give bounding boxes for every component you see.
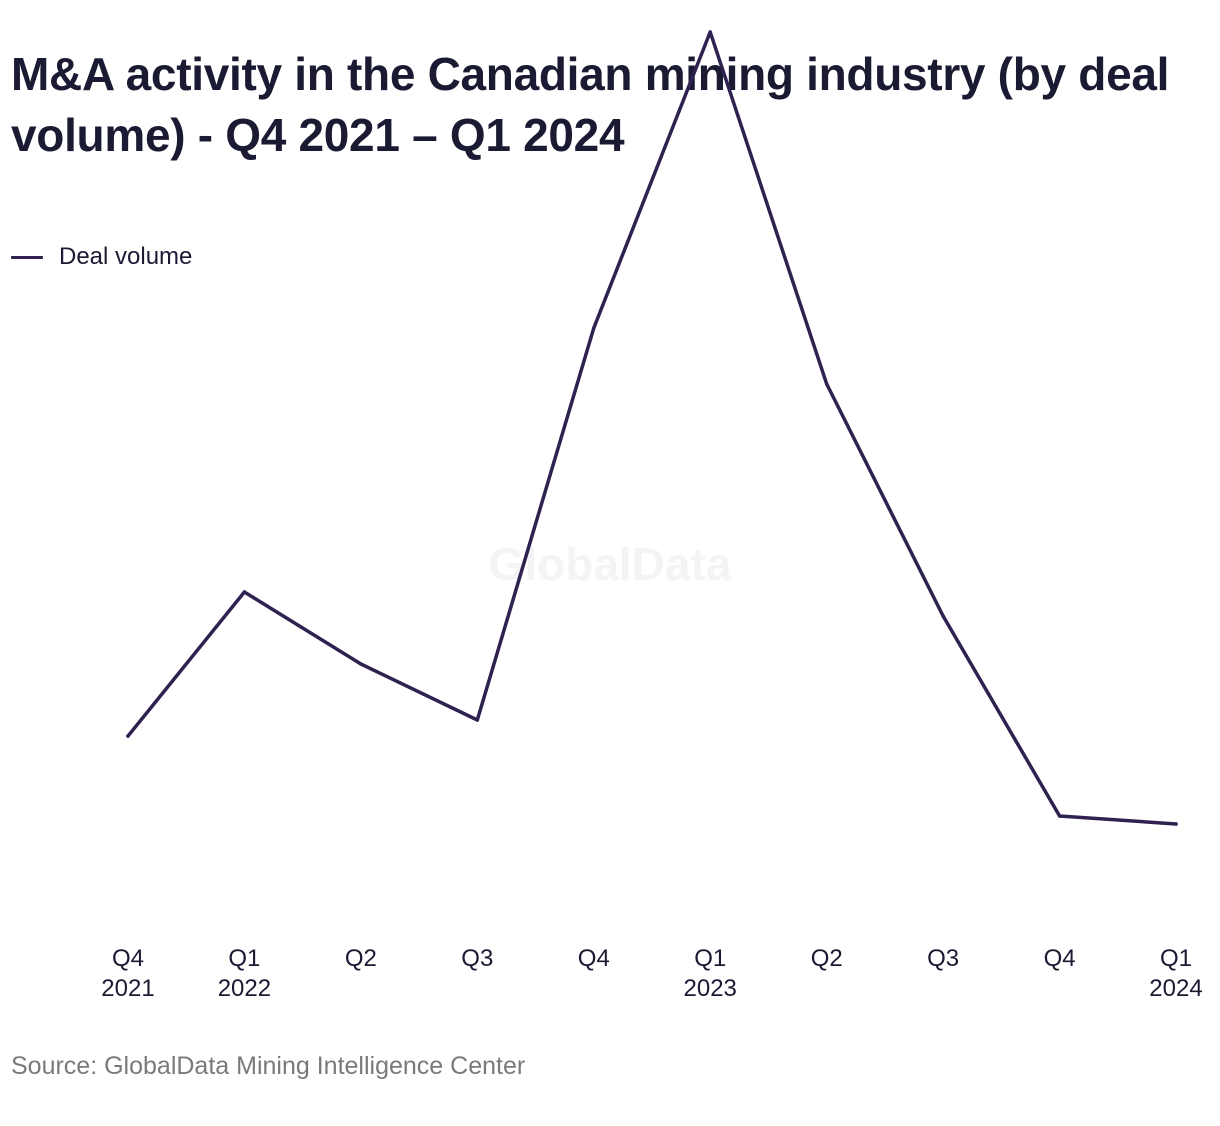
x-axis: Q4 2021 Q1 2022 Q2 Q3 Q4 Q1 2023 Q2 Q3 Q4 Q1 2024	[101, 945, 1202, 1002]
x-tick-quarter: Q1	[694, 945, 726, 972]
data-point	[941, 614, 945, 618]
x-tick-quarter: Q2	[345, 945, 377, 972]
x-tick-year: 2024	[1149, 975, 1202, 1002]
data-point	[126, 734, 130, 738]
x-tick-year: 2022	[218, 975, 271, 1002]
x-tick-quarter: Q1	[1160, 945, 1192, 972]
x-tick-label: Q2	[345, 945, 377, 972]
series-layer	[126, 30, 1178, 826]
x-tick-quarter: Q4	[1044, 945, 1076, 972]
x-tick-year: 2023	[684, 975, 737, 1002]
x-tick-label: Q4	[1044, 945, 1076, 972]
x-tick-label: Q3	[927, 945, 959, 972]
x-tick-label: Q3	[461, 945, 493, 972]
x-tick-quarter: Q3	[461, 945, 493, 972]
chart-legend: Deal volume	[11, 240, 192, 274]
data-point	[475, 718, 480, 722]
x-tick-quarter: Q3	[927, 945, 959, 972]
data-point	[242, 590, 247, 594]
x-tick-label: Q4	[578, 945, 610, 972]
data-point	[359, 662, 363, 666]
legend-line-swatch	[11, 255, 43, 259]
data-point	[708, 30, 712, 34]
x-tick-label: Q4 2021	[101, 945, 154, 1002]
x-tick-quarter: Q4	[578, 945, 610, 972]
data-point	[1057, 814, 1062, 818]
x-tick-quarter: Q1	[228, 945, 260, 972]
data-point	[1174, 822, 1178, 826]
x-tick-label: Q1 2024	[1149, 945, 1202, 1002]
x-tick-label: Q1 2022	[218, 945, 271, 1002]
x-tick-label: Q1 2023	[684, 945, 737, 1002]
x-tick-year: 2021	[101, 975, 154, 1002]
data-point	[592, 326, 596, 330]
chart-title: M&A activity in the Canadian mining indu…	[11, 48, 1170, 161]
data-point	[824, 382, 829, 386]
legend-label-deal-volume: Deal volume	[59, 243, 193, 270]
x-tick-label: Q2	[811, 945, 843, 972]
series-line-0	[126, 30, 1178, 826]
x-tick-quarter: Q4	[112, 945, 144, 972]
source-note: Source: GlobalData Mining Intelligence C…	[11, 1052, 526, 1080]
x-tick-quarter: Q2	[811, 945, 843, 972]
